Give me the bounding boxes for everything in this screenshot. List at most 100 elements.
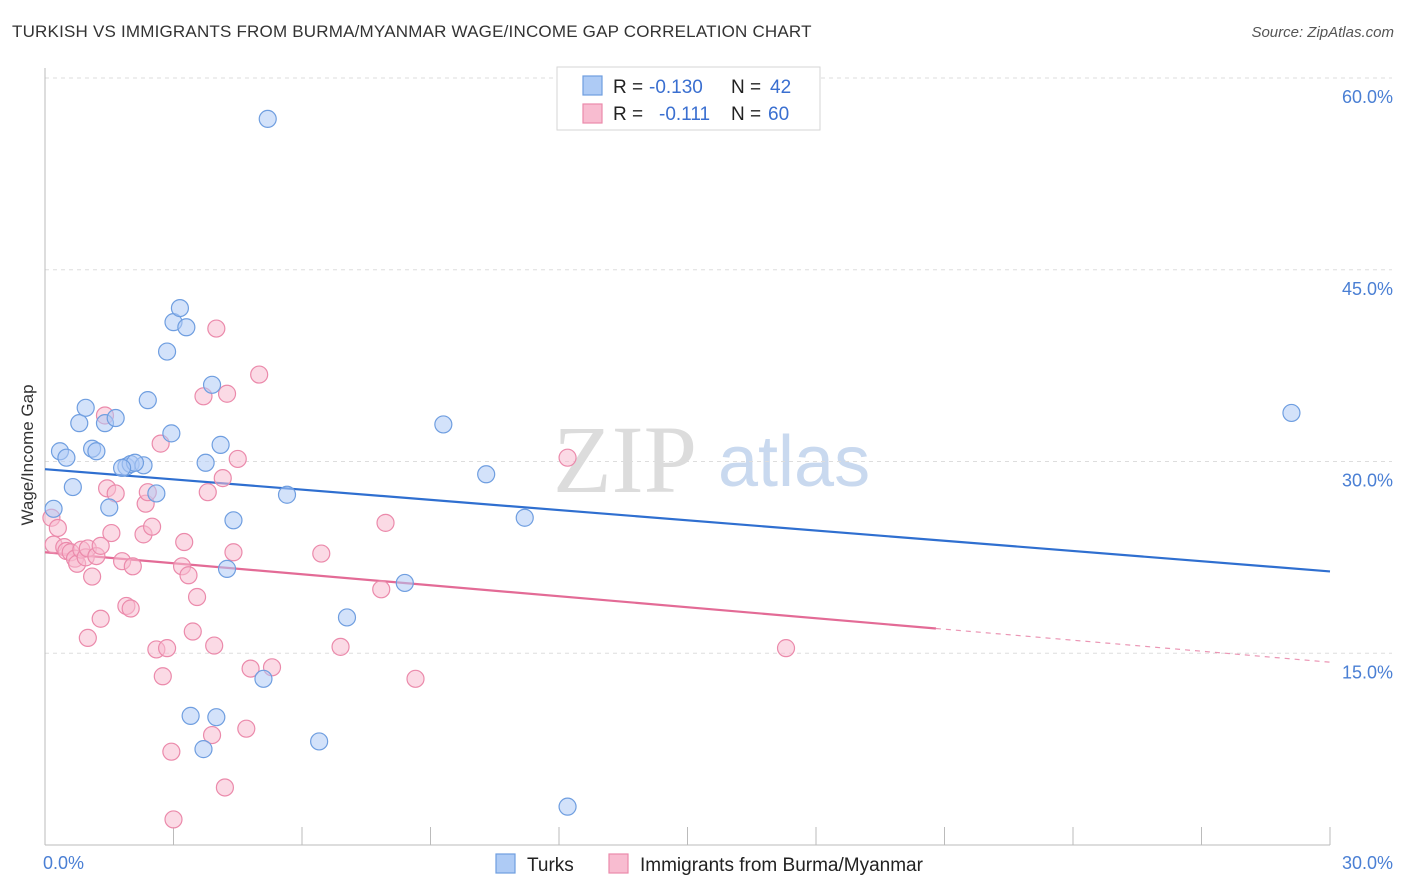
burma-point	[202, 725, 222, 745]
turks-n-label: N =	[731, 77, 761, 98]
legend-burma-label: Immigrants from Burma/Myanmar	[640, 855, 924, 876]
turks-point	[181, 706, 200, 725]
burma-n-label: N =	[731, 104, 761, 125]
y-tick-label: 15.0%	[1342, 662, 1393, 682]
burma-point	[241, 659, 260, 678]
turks-point	[57, 448, 76, 467]
x-tick-label: 0.0%	[43, 853, 84, 873]
series-legend: Turks Immigrants from Burma/Myanmar	[495, 853, 924, 876]
turks-point	[112, 458, 132, 477]
burma-point	[331, 637, 350, 656]
chart-title: TURKISH VS IMMIGRANTS FROM BURMA/MYANMAR…	[12, 22, 812, 41]
burma-point	[213, 469, 232, 488]
axes	[44, 68, 1331, 846]
burma-point	[83, 567, 102, 586]
x-tick-label: 30.0%	[1342, 853, 1393, 873]
burma-point	[179, 566, 198, 585]
turks-point	[177, 318, 196, 337]
burma-trend-line	[44, 551, 937, 630]
burma-point	[376, 513, 395, 532]
stats-legend: R = -0.130 N = 42 R = -0.111 N = 60	[556, 66, 821, 131]
y-tick-label: 60.0%	[1342, 87, 1393, 107]
turks-point	[202, 375, 222, 394]
burma-point	[237, 719, 256, 738]
turks-point	[477, 465, 496, 484]
turks-point	[217, 559, 237, 578]
turks-point	[434, 415, 453, 434]
burma-point	[224, 543, 243, 562]
burma-point	[217, 384, 237, 403]
turks-point	[277, 485, 297, 504]
turks-point	[44, 499, 63, 518]
burma-point	[187, 587, 207, 607]
burma-point	[164, 810, 183, 829]
burma-point	[142, 517, 162, 536]
burma-point	[215, 778, 234, 797]
turks-point	[207, 708, 226, 727]
turks-point	[147, 484, 166, 503]
y-tick-label: 30.0%	[1342, 471, 1393, 491]
legend-turks-swatch	[495, 853, 516, 874]
source-credit: Source: ZipAtlas.com	[1251, 24, 1394, 41]
turks-point	[211, 435, 230, 454]
burma-point	[162, 742, 181, 761]
turks-point	[76, 398, 95, 417]
burma-point	[198, 483, 217, 502]
y-tick-label: 45.0%	[1342, 279, 1393, 299]
turks-n-value: 42	[770, 77, 791, 98]
burma-point	[776, 639, 796, 658]
y-tick-labels: 15.0% 30.0% 45.0% 60.0%	[1342, 87, 1393, 682]
burma-point	[78, 628, 97, 648]
burma-point	[406, 669, 425, 688]
gridlines	[45, 77, 1392, 654]
turks-r-value: -0.130	[649, 77, 703, 98]
turks-point	[106, 408, 125, 428]
turks-point	[196, 453, 215, 472]
burma-point	[157, 639, 177, 658]
y-axis-title: Wage/Income Gap	[18, 384, 37, 525]
x-tick-labels: 0.0% 30.0%	[43, 853, 1393, 873]
burma-point	[205, 636, 224, 655]
burma-point	[91, 536, 110, 555]
turks-point	[100, 498, 119, 517]
burma-point	[153, 667, 172, 686]
burma-trend-extension	[935, 627, 1331, 663]
burma-point	[372, 580, 391, 599]
burma-point	[228, 449, 247, 469]
burma-point	[121, 599, 140, 618]
burma-point	[312, 544, 331, 563]
turks-point	[258, 109, 277, 129]
burma-point	[48, 518, 67, 538]
burma-r-value: -0.111	[659, 104, 710, 125]
burma-point	[123, 557, 142, 576]
burma-r-label: R =	[613, 104, 643, 125]
turks-r-label: R =	[613, 77, 643, 98]
turks-trend-line	[44, 468, 1331, 573]
turks-point	[254, 669, 273, 688]
turks-point	[1282, 403, 1301, 423]
burma-point	[183, 622, 202, 641]
turks-point	[310, 732, 329, 751]
burma-n-value: 60	[768, 104, 789, 125]
burma-point	[91, 609, 110, 628]
burma-point	[175, 532, 194, 552]
burma-point	[250, 365, 269, 384]
turks-point	[515, 508, 534, 527]
burma-point	[207, 319, 226, 338]
turks-point	[224, 511, 243, 530]
burma-point	[102, 523, 121, 543]
burma-points	[42, 319, 796, 829]
legend-burma-swatch	[608, 853, 629, 874]
turks-point	[395, 573, 414, 593]
turks-point	[170, 299, 190, 318]
turks-point	[70, 414, 89, 433]
turks-point	[194, 740, 213, 759]
trend-lines	[44, 468, 1331, 663]
turks-point	[162, 424, 181, 443]
watermark-zip: ZIP	[553, 406, 697, 513]
turks-swatch	[582, 75, 603, 96]
turks-point	[138, 391, 157, 410]
burma-point	[558, 448, 577, 467]
turks-point	[337, 608, 357, 627]
